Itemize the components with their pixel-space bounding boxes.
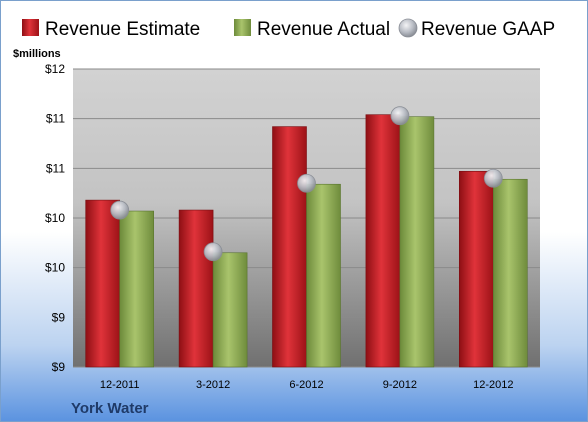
x-tick-label: 12-2011 <box>100 379 140 391</box>
gaap-markers <box>110 106 503 262</box>
bars <box>85 114 528 368</box>
marker-revenue-gaap <box>297 173 316 193</box>
legend-marker-revenue-gaap <box>398 18 418 38</box>
bar-revenue-actual <box>399 116 435 368</box>
y-tick-label: $12 <box>45 62 65 76</box>
marker-revenue-gaap <box>110 200 130 220</box>
bar-revenue-actual <box>306 183 341 368</box>
legend-swatch-revenue-actual <box>234 19 251 36</box>
bar-revenue-estimate <box>365 114 401 368</box>
legend: Revenue Estimate Revenue Actual Revenue … <box>22 18 555 40</box>
bar-revenue-actual <box>119 210 154 368</box>
marker-revenue-gaap <box>483 168 503 188</box>
marker-revenue-gaap <box>390 106 410 126</box>
x-tick-label: 3-2012 <box>196 379 230 391</box>
x-tick-label: 9-2012 <box>383 379 417 391</box>
bar-revenue-actual <box>492 178 528 368</box>
y-tick-label: $11 <box>46 112 65 126</box>
x-tick-label: 6-2012 <box>289 379 323 391</box>
unit-label: $millions <box>13 48 61 60</box>
company-label: York Water <box>71 400 149 417</box>
bar-revenue-estimate <box>458 171 494 368</box>
y-tick-label: $9 <box>52 310 66 324</box>
y-tick-label: $10 <box>45 211 65 225</box>
bar-revenue-estimate <box>85 199 120 368</box>
x-axis: 12-2011 3-2012 6-2012 9-2012 12-2012 <box>100 379 514 391</box>
legend-label-revenue-estimate: Revenue Estimate <box>45 19 200 40</box>
x-tick-label: 12-2012 <box>473 379 513 391</box>
legend-label-revenue-gaap: Revenue GAAP <box>421 19 555 40</box>
y-tick-label: $9 <box>52 360 66 374</box>
bar-revenue-actual <box>212 252 248 368</box>
legend-label-revenue-actual: Revenue Actual <box>257 19 390 40</box>
bar-revenue-estimate <box>178 209 214 368</box>
bar-revenue-estimate <box>272 126 307 368</box>
y-tick-label: $11 <box>46 161 65 175</box>
y-axis: $9 $9 $10 $10 $11 $11 $12 <box>45 62 65 374</box>
marker-revenue-gaap <box>203 242 223 262</box>
legend-swatch-revenue-estimate <box>22 19 39 36</box>
y-tick-label: $10 <box>45 261 65 275</box>
